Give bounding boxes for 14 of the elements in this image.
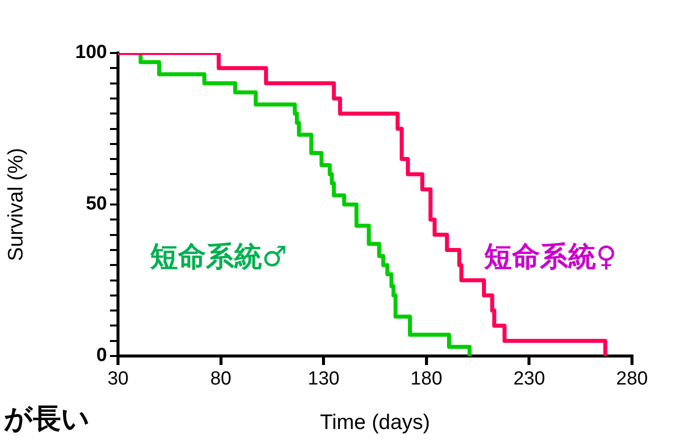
x-tick-label: 80 (210, 368, 232, 390)
x-tick-label: 30 (107, 368, 129, 390)
text: が長い (4, 401, 90, 437)
y-axis-title: Survival (%) (4, 148, 28, 262)
annotation: 短命系統♂ (150, 239, 288, 275)
x-tick-label: 130 (308, 368, 340, 390)
x-tick-label: 180 (410, 368, 442, 390)
y-tick-label: 100 (75, 42, 107, 64)
y-tick-label: 50 (86, 194, 107, 215)
x-tick-label: 280 (616, 368, 648, 390)
x-axis-title: Time (days) (320, 411, 430, 434)
y-tick-label: 0 (96, 345, 107, 366)
annotation: 短命系統♀ (484, 239, 617, 275)
x-tick-label: 230 (513, 368, 546, 390)
